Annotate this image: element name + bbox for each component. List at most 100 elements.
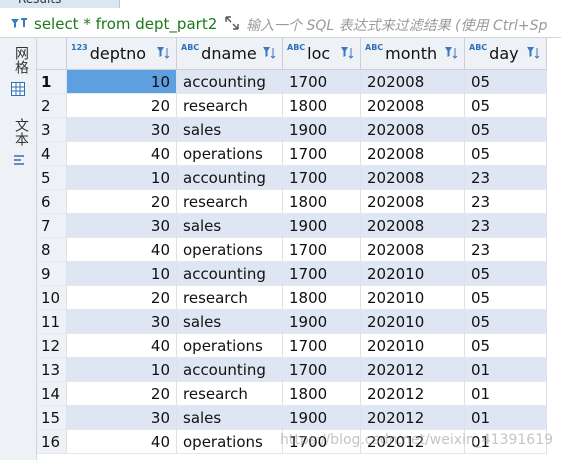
cell[interactable]: 1800 xyxy=(283,94,361,118)
cell[interactable]: 1700 xyxy=(283,238,361,262)
cell[interactable]: 01 xyxy=(465,358,547,382)
cell[interactable]: 202008 xyxy=(361,118,465,142)
expand-icon[interactable] xyxy=(224,15,240,31)
cell[interactable]: 40 xyxy=(67,142,177,166)
cell[interactable]: 202008 xyxy=(361,94,465,118)
cell[interactable]: 20 xyxy=(67,190,177,214)
row-number[interactable]: 8 xyxy=(37,238,67,262)
cell[interactable]: 05 xyxy=(465,286,547,310)
cell[interactable]: operations xyxy=(177,430,283,454)
row-number[interactable]: 14 xyxy=(37,382,67,406)
cell[interactable]: 1900 xyxy=(283,118,361,142)
row-number[interactable]: 2 xyxy=(37,94,67,118)
cell[interactable]: 1800 xyxy=(283,286,361,310)
cell[interactable]: 202008 xyxy=(361,166,465,190)
cell[interactable]: 20 xyxy=(67,94,177,118)
cell[interactable]: 23 xyxy=(465,238,547,262)
cell[interactable]: 30 xyxy=(67,214,177,238)
cell[interactable]: 23 xyxy=(465,190,547,214)
cell[interactable]: research xyxy=(177,382,283,406)
cell[interactable]: 1700 xyxy=(283,358,361,382)
grid-button[interactable]: 网格 xyxy=(13,46,29,74)
row-number[interactable]: 13 xyxy=(37,358,67,382)
cell[interactable]: 30 xyxy=(67,118,177,142)
cell[interactable]: accounting xyxy=(177,358,283,382)
row-number[interactable]: 12 xyxy=(37,334,67,358)
cell[interactable]: 202008 xyxy=(361,142,465,166)
cell[interactable]: 23 xyxy=(465,166,547,190)
cell[interactable]: sales xyxy=(177,310,283,334)
cell[interactable]: 1800 xyxy=(283,190,361,214)
cell[interactable]: 40 xyxy=(67,430,177,454)
row-number[interactable]: 1 xyxy=(37,70,67,94)
cell[interactable]: 202012 xyxy=(361,406,465,430)
cell[interactable]: 202010 xyxy=(361,286,465,310)
cell[interactable]: 1900 xyxy=(283,310,361,334)
cell[interactable]: 10 xyxy=(67,358,177,382)
cell[interactable]: 01 xyxy=(465,406,547,430)
cell[interactable]: 23 xyxy=(465,214,547,238)
cell[interactable]: 1900 xyxy=(283,406,361,430)
row-number[interactable]: 5 xyxy=(37,166,67,190)
cell[interactable]: operations xyxy=(177,238,283,262)
cell[interactable]: 05 xyxy=(465,262,547,286)
cell[interactable]: 1700 xyxy=(283,334,361,358)
cell[interactable]: operations xyxy=(177,142,283,166)
text-button[interactable]: 文本 xyxy=(13,118,29,146)
cell[interactable]: 1900 xyxy=(283,214,361,238)
cell[interactable]: sales xyxy=(177,406,283,430)
cell[interactable]: 1800 xyxy=(283,382,361,406)
cell[interactable]: 10 xyxy=(67,262,177,286)
cell[interactable]: operations xyxy=(177,334,283,358)
cell[interactable]: 1700 xyxy=(283,262,361,286)
row-number[interactable]: 6 xyxy=(37,190,67,214)
sort-filter-icon[interactable] xyxy=(156,46,170,60)
cell[interactable]: 05 xyxy=(465,118,547,142)
sort-filter-icon[interactable] xyxy=(444,46,458,60)
cell[interactable]: 30 xyxy=(67,310,177,334)
column-header[interactable]: ABC month xyxy=(361,38,465,70)
cell[interactable]: accounting xyxy=(177,70,283,94)
results-tab[interactable]: Results xyxy=(0,0,120,8)
cell[interactable]: 202008 xyxy=(361,214,465,238)
cell[interactable]: 1700 xyxy=(283,430,361,454)
cell[interactable]: 202012 xyxy=(361,382,465,406)
cell[interactable]: sales xyxy=(177,214,283,238)
cell[interactable]: research xyxy=(177,286,283,310)
sort-filter-icon[interactable] xyxy=(262,46,276,60)
cell[interactable]: 202008 xyxy=(361,238,465,262)
row-number[interactable]: 4 xyxy=(37,142,67,166)
sort-filter-icon[interactable] xyxy=(340,46,354,60)
column-header[interactable]: ABC loc xyxy=(283,38,361,70)
row-number[interactable]: 10 xyxy=(37,286,67,310)
cell[interactable]: 202010 xyxy=(361,334,465,358)
cell[interactable]: 05 xyxy=(465,142,547,166)
cell[interactable]: 1700 xyxy=(283,142,361,166)
cell[interactable]: 202010 xyxy=(361,310,465,334)
cell[interactable]: 05 xyxy=(465,310,547,334)
cell[interactable]: 202008 xyxy=(361,70,465,94)
row-number[interactable]: 16 xyxy=(37,430,67,454)
cell[interactable]: accounting xyxy=(177,166,283,190)
cell[interactable]: 202008 xyxy=(361,190,465,214)
cell[interactable]: 202010 xyxy=(361,262,465,286)
cell[interactable]: 1700 xyxy=(283,70,361,94)
cell[interactable]: 05 xyxy=(465,70,547,94)
cell[interactable]: research xyxy=(177,190,283,214)
cell[interactable]: 202012 xyxy=(361,358,465,382)
cell[interactable]: 05 xyxy=(465,334,547,358)
cell[interactable]: 10 xyxy=(67,70,177,94)
filter-placeholder[interactable]: 输入一个 SQL 表达式来过滤结果 (使用 Ctrl+Sp xyxy=(246,18,548,34)
cell[interactable]: research xyxy=(177,94,283,118)
column-header[interactable]: 123 deptno xyxy=(67,38,177,70)
text-icon[interactable] xyxy=(13,154,25,166)
cell[interactable]: 40 xyxy=(67,334,177,358)
cell[interactable]: 20 xyxy=(67,382,177,406)
cell[interactable]: 05 xyxy=(465,94,547,118)
row-number[interactable]: 3 xyxy=(37,118,67,142)
cell[interactable]: sales xyxy=(177,118,283,142)
cell[interactable]: 1700 xyxy=(283,166,361,190)
cell[interactable]: 202012 xyxy=(361,430,465,454)
cell[interactable]: 30 xyxy=(67,406,177,430)
cell[interactable]: accounting xyxy=(177,262,283,286)
